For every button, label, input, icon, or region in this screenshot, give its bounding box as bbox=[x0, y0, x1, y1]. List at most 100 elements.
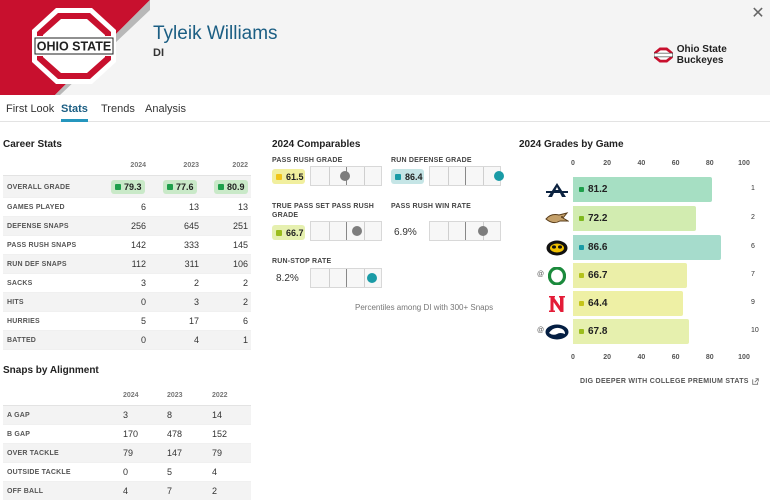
row-label: RUN DEF SNAPS bbox=[7, 261, 67, 268]
player-name: Tyleik Williams bbox=[153, 23, 278, 44]
grade-bar[interactable]: 86.6 bbox=[573, 235, 722, 260]
track-tick bbox=[364, 222, 365, 240]
track-median-line bbox=[465, 167, 466, 185]
row-label: HURRIES bbox=[7, 318, 40, 325]
track-tick bbox=[329, 269, 330, 287]
grade-dot-icon bbox=[579, 216, 584, 221]
x-tick-label: 80 bbox=[705, 160, 714, 167]
cell-value: 6 bbox=[242, 316, 248, 326]
comparables-footnote: Percentiles among DI with 300+ Snaps bbox=[355, 303, 494, 312]
grade-dot-icon bbox=[167, 184, 173, 190]
week-number: 1 bbox=[751, 185, 755, 192]
cell-value: 14 bbox=[212, 410, 223, 420]
week-number: 2 bbox=[751, 214, 755, 221]
career-stats-title: Career Stats bbox=[3, 139, 62, 150]
x-tick-label: 0 bbox=[571, 354, 575, 361]
column-header: 2024 bbox=[123, 392, 139, 399]
cell-value: 0 bbox=[123, 467, 129, 477]
comparable-value: 6.9% bbox=[394, 227, 417, 238]
percentile-dot bbox=[367, 273, 377, 283]
table-row: DEFENSE SNAPS 256 645 251 bbox=[3, 217, 251, 236]
percentile-dot bbox=[352, 226, 362, 236]
x-tick-label: 60 bbox=[671, 160, 680, 167]
oregon-logo-icon bbox=[542, 265, 572, 287]
x-tick-label: 0 bbox=[571, 160, 575, 167]
cell-value: 1 bbox=[242, 335, 248, 345]
cell-value: 5 bbox=[167, 467, 173, 477]
grade-bar[interactable]: 72.2 bbox=[573, 206, 697, 231]
grade-bar[interactable]: 66.7 bbox=[573, 263, 688, 288]
cell-value: 3 bbox=[193, 297, 199, 307]
cell-value: 17 bbox=[188, 316, 199, 326]
column-header: 2022 bbox=[212, 392, 228, 399]
row-label: B GAP bbox=[7, 431, 31, 438]
table-row: OVER TACKLE 79 147 79 bbox=[3, 444, 251, 463]
percentile-track bbox=[429, 166, 504, 186]
grade-bar[interactable]: 64.4 bbox=[573, 291, 684, 316]
table-row: RUN DEF SNAPS 112 311 106 bbox=[3, 255, 251, 274]
cell-value: 13 bbox=[237, 202, 248, 212]
column-header: 2024 bbox=[130, 162, 146, 169]
cell-value: 79 bbox=[123, 448, 134, 458]
x-tick-label: 60 bbox=[671, 354, 680, 361]
cell-value: 112 bbox=[131, 259, 146, 269]
comparable-label: TRUE PASS SET PASS RUSH GRADE bbox=[272, 203, 374, 219]
table-row: OVERALL GRADE 79.3 77.6 80.9 bbox=[3, 176, 251, 198]
grade-badge: 79.3 bbox=[111, 180, 145, 194]
grade-bar[interactable]: 81.2 bbox=[573, 177, 712, 202]
bar-value-label: 86.6 bbox=[588, 242, 608, 253]
grade-badge: 77.6 bbox=[163, 180, 197, 194]
grade-dot-icon bbox=[395, 173, 401, 180]
week-number: 9 bbox=[751, 299, 755, 306]
grade-bar[interactable]: 67.8 bbox=[573, 319, 689, 344]
table-header: 2024 2023 2022 bbox=[3, 386, 251, 406]
grade-dot-icon bbox=[276, 173, 282, 180]
week-number: 10 bbox=[751, 327, 759, 334]
iowa-logo-icon bbox=[542, 237, 572, 259]
cell-value: 3 bbox=[123, 410, 129, 420]
bar-value-label: 81.2 bbox=[588, 184, 608, 195]
week-number: 7 bbox=[751, 271, 755, 278]
tab-stats[interactable]: Stats bbox=[61, 103, 88, 122]
cell-value: 79 bbox=[212, 448, 223, 458]
grade-dot-icon bbox=[218, 184, 224, 190]
team-badge[interactable]: Ohio State Buckeyes bbox=[654, 44, 770, 66]
table-row: SACKS 3 2 2 bbox=[3, 274, 251, 293]
cell-value: 8 bbox=[167, 410, 173, 420]
cell-value: 147 bbox=[167, 448, 183, 458]
penn-state-logo-icon bbox=[542, 321, 572, 343]
cell-value: 13 bbox=[188, 202, 199, 212]
tab-first-look[interactable]: First Look bbox=[6, 103, 55, 115]
comparable-value-badge: 86.4 bbox=[391, 169, 424, 184]
ohio-state-logo-icon: OHIO STATE bbox=[30, 6, 118, 86]
tab-analysis[interactable]: Analysis bbox=[145, 103, 186, 115]
row-label: OFF BALL bbox=[7, 488, 44, 495]
row-label: PASS RUSH SNAPS bbox=[7, 242, 77, 249]
cell-value: 0 bbox=[140, 335, 146, 345]
track-median-line bbox=[346, 222, 347, 240]
grade-dot-icon bbox=[115, 184, 121, 190]
comparable-label: PASS RUSH WIN RATE bbox=[391, 203, 471, 210]
table-row: B GAP 170 478 152 bbox=[3, 425, 251, 444]
cell-value: 5 bbox=[140, 316, 146, 326]
table-row: HURRIES 5 17 6 bbox=[3, 312, 251, 331]
grades-by-game-title: 2024 Grades by Game bbox=[519, 139, 624, 150]
cell-value: 3 bbox=[140, 278, 146, 288]
row-label: DEFENSE SNAPS bbox=[7, 223, 69, 230]
cell-value: 4 bbox=[123, 486, 129, 496]
cell-value: 4 bbox=[212, 467, 218, 477]
cell-value: 645 bbox=[183, 221, 199, 231]
logo-text: OHIO STATE bbox=[37, 40, 112, 54]
percentile-dot bbox=[494, 171, 504, 181]
grade-dot-icon bbox=[276, 229, 282, 236]
tab-trends[interactable]: Trends bbox=[101, 103, 135, 115]
dig-deeper-link[interactable]: DIG DEEPER WITH COLLEGE PREMIUM STATS bbox=[580, 378, 759, 385]
table-row: HITS 0 3 2 bbox=[3, 293, 251, 312]
bar-value-label: 67.8 bbox=[588, 326, 608, 337]
tab-bar: First Look Stats Trends Analysis bbox=[0, 95, 770, 122]
comparable-value-badge: 66.7 bbox=[272, 225, 305, 240]
close-icon[interactable]: ✕ bbox=[751, 5, 765, 22]
cell-value: 2 bbox=[242, 278, 248, 288]
row-label: OVER TACKLE bbox=[7, 450, 59, 457]
snaps-by-alignment-title: Snaps by Alignment bbox=[3, 365, 99, 376]
